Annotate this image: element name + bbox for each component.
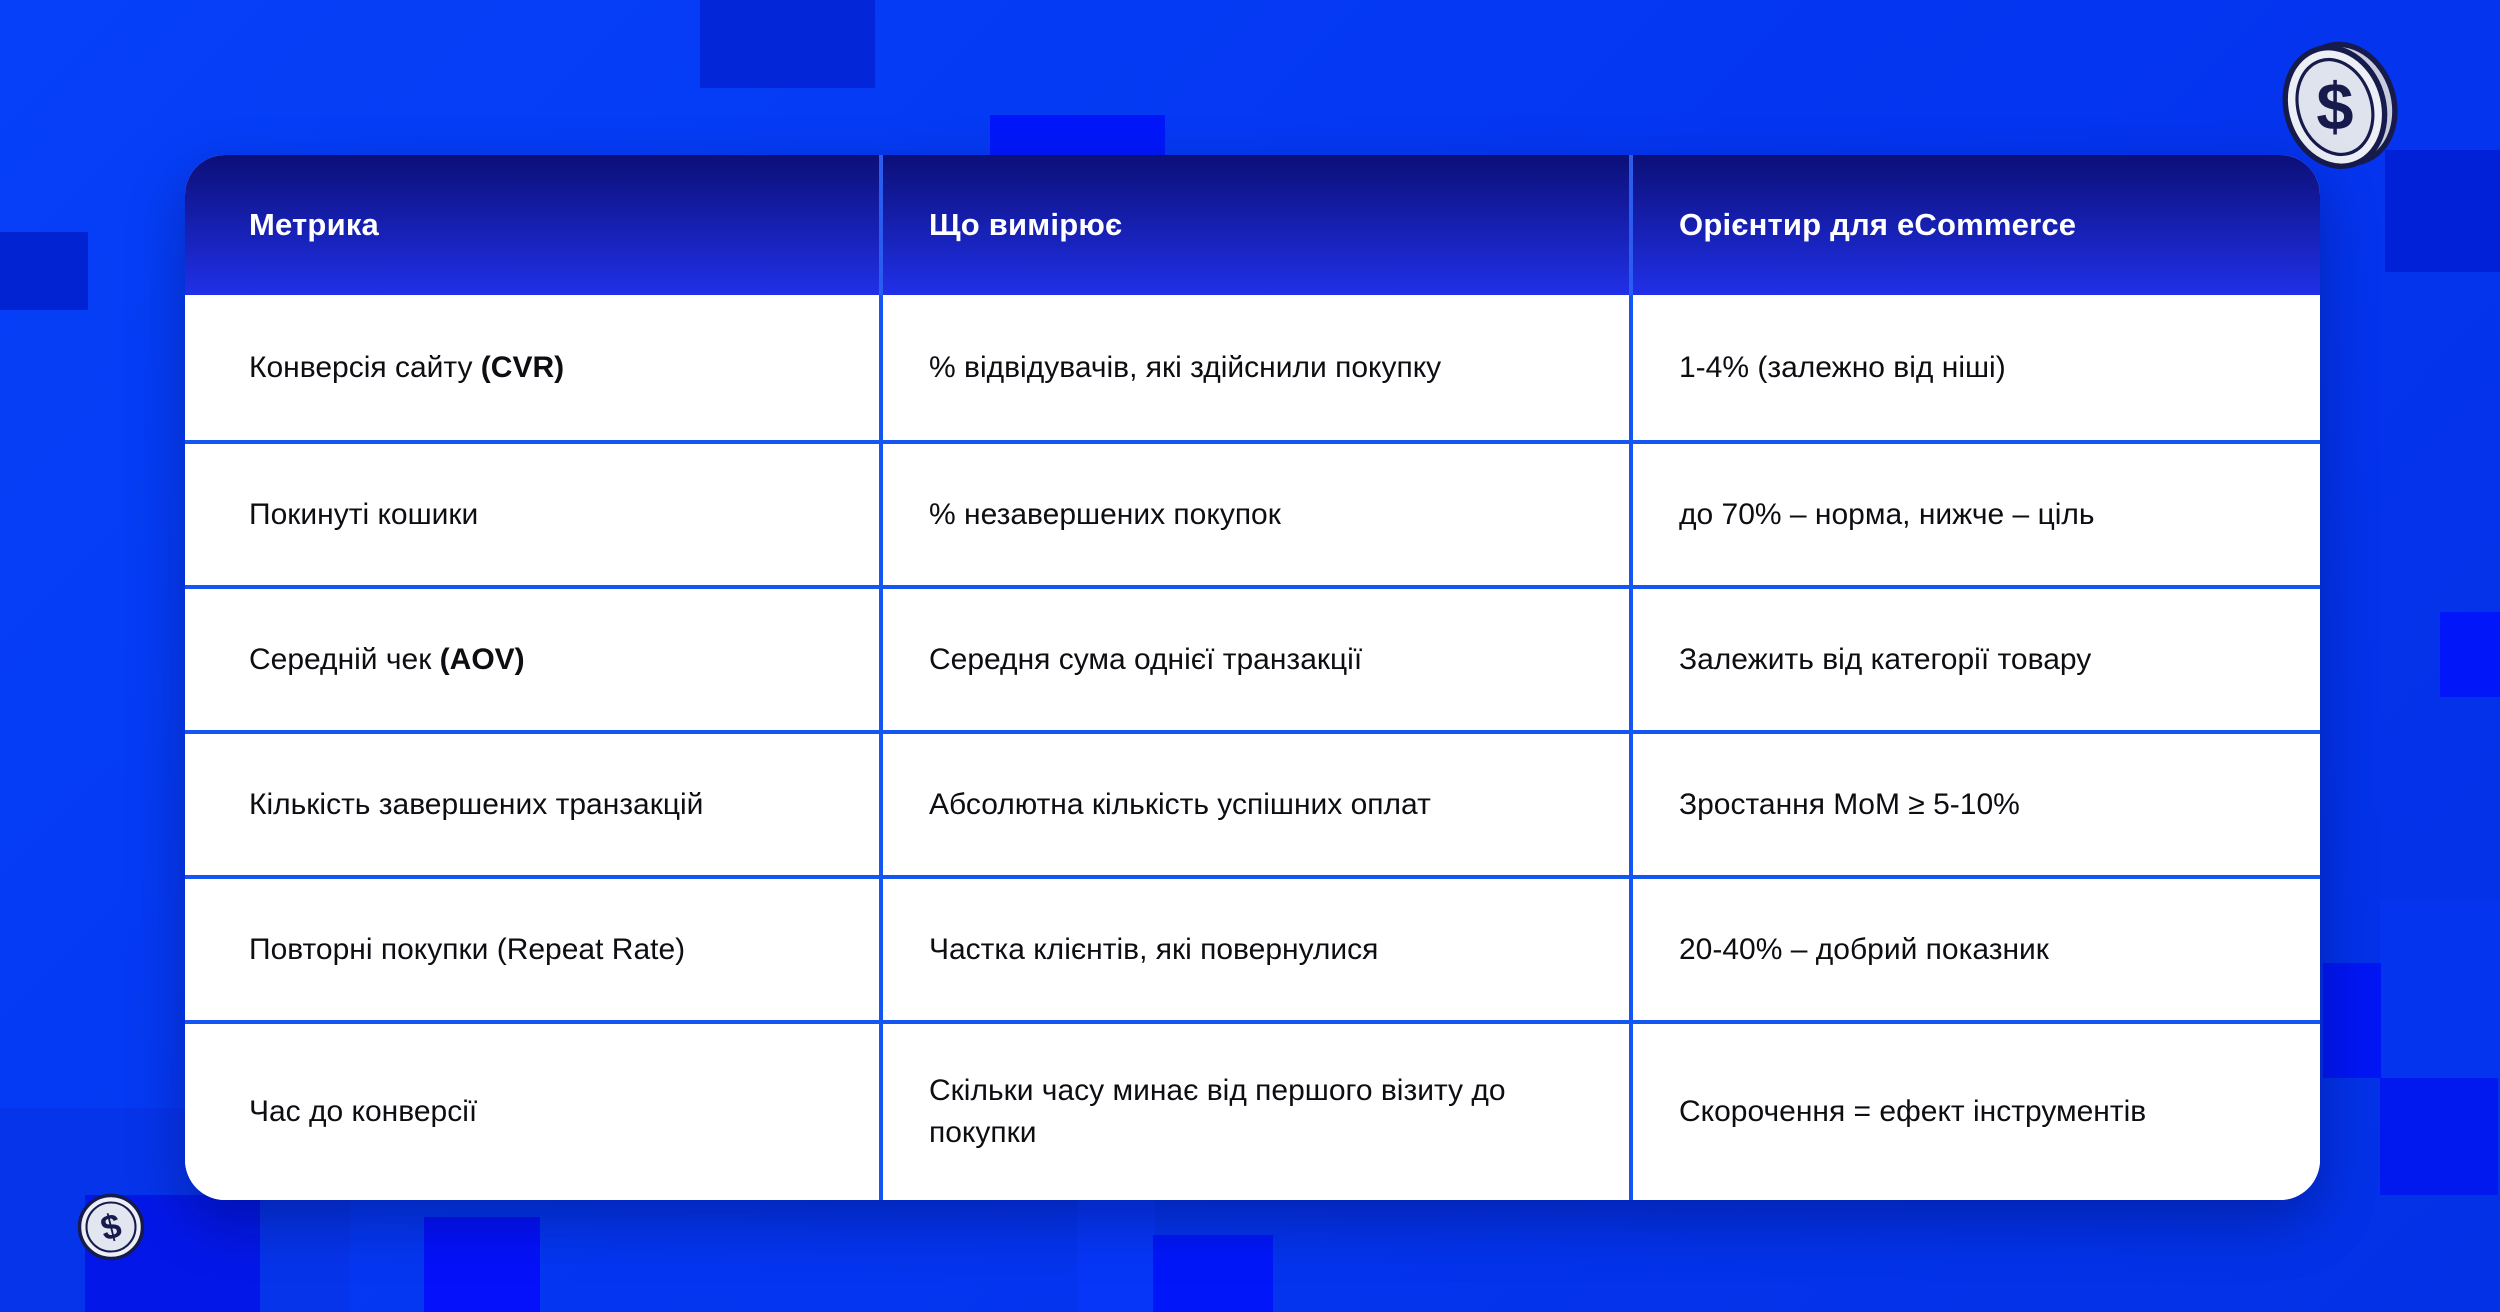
table-row: Покинуті кошики % незавершених покупок д… — [185, 440, 2320, 585]
benchmark-cell: Залежить від категорії товару — [1633, 589, 2320, 730]
bg-square — [2323, 963, 2381, 1078]
bg-square — [990, 115, 1165, 157]
measures-text: % відвідувачів, які здійснили покупку — [929, 350, 1442, 384]
measures-cell: Скільки часу минає від першого візиту до… — [883, 1024, 1633, 1200]
benchmark-text: до 70% – норма, нижче – ціль — [1679, 497, 2095, 531]
metric-cell: Час до конверсії — [185, 1024, 883, 1200]
metric-text: Час до конверсії — [249, 1091, 477, 1133]
metric-cell: Конверсія сайту (CVR) — [185, 295, 883, 440]
metric-text: Покинуті кошики — [249, 494, 478, 536]
bg-square — [700, 0, 875, 88]
metric-label: Покинуті кошики — [249, 497, 479, 531]
bg-square — [2385, 150, 2500, 272]
metric-text: Конверсія сайту (CVR) — [249, 347, 564, 389]
metric-cell: Кількість завершених транзакцій — [185, 734, 883, 875]
metric-cell: Повторні покупки (Repeat Rate) — [185, 879, 883, 1020]
benchmark-cell: Скорочення = ефект інструментів — [1633, 1024, 2320, 1200]
metric-text: Повторні покупки (Repeat Rate) — [249, 929, 685, 971]
metric-text: Кількість завершених транзакцій — [249, 784, 703, 826]
benchmark-text: Скорочення = ефект інструментів — [1679, 1095, 2147, 1128]
table-body: Конверсія сайту (CVR) % відвідувачів, як… — [185, 295, 2320, 1200]
table-row: Конверсія сайту (CVR) % відвідувачів, як… — [185, 295, 2320, 440]
measures-cell: % відвідувачів, які здійснили покупку — [883, 295, 1633, 440]
measures-cell: Середня сума однієї транзакції — [883, 589, 1633, 730]
svg-text:$: $ — [2316, 71, 2353, 145]
column-header-measures: Що вимірює — [883, 155, 1633, 295]
metric-label: Середній чек — [249, 642, 440, 676]
measures-text: Абсолютна кількість успішних оплат — [929, 787, 1431, 821]
bg-square — [2380, 1078, 2498, 1195]
benchmark-cell: 1-4% (залежно від ніші) — [1633, 295, 2320, 440]
metric-label: Час до конверсії — [249, 1095, 478, 1128]
dollar-coin-icon: $ — [2282, 41, 2398, 169]
benchmark-cell: 20-40% – добрий показник — [1633, 879, 2320, 1020]
measures-text: Середня сума однієї транзакції — [929, 642, 1363, 676]
metrics-table: Метрика Що вимірює Орієнтир для eCommerc… — [185, 155, 2320, 1200]
benchmark-text: Залежить від категорії товару — [1679, 642, 2092, 676]
table-row: Час до конверсії Скільки часу минає від … — [185, 1020, 2320, 1200]
metric-label: Кількість завершених транзакцій — [249, 787, 704, 821]
column-header-label: Метрика — [249, 207, 379, 242]
measures-text: Скільки часу минає від першого візиту до… — [929, 1074, 1506, 1149]
metric-label: Конверсія сайту — [249, 350, 481, 384]
table-header-row: Метрика Що вимірює Орієнтир для eCommerc… — [185, 155, 2320, 295]
metric-abbreviation: (AOV) — [439, 642, 525, 676]
metric-label: Повторні покупки (Repeat Rate) — [249, 932, 686, 966]
table-row: Повторні покупки (Repeat Rate) Частка кл… — [185, 875, 2320, 1020]
table-row: Середній чек (AOV) Середня сума однієї т… — [185, 585, 2320, 730]
table-row: Кількість завершених транзакцій Абсолютн… — [185, 730, 2320, 875]
bg-square — [2380, 900, 2500, 1078]
bg-square — [1077, 1200, 1155, 1312]
measures-cell: Частка клієнтів, які повернулися — [883, 879, 1633, 1020]
measures-cell: Абсолютна кількість успішних оплат — [883, 734, 1633, 875]
benchmark-text: 1-4% (залежно від ніші) — [1679, 350, 2006, 384]
column-header-label: Орієнтир для eCommerce — [1679, 207, 2077, 242]
measures-text: % незавершених покупок — [929, 497, 1281, 531]
bg-square — [1153, 1235, 1273, 1312]
bg-square — [0, 232, 88, 310]
benchmark-cell: до 70% – норма, нижче – ціль — [1633, 444, 2320, 585]
metric-cell: Покинуті кошики — [185, 444, 883, 585]
measures-text: Частка клієнтів, які повернулися — [929, 932, 1379, 966]
column-header-label: Що вимірює — [929, 207, 1123, 242]
benchmark-text: 20-40% – добрий показник — [1679, 932, 2049, 966]
column-header-metric: Метрика — [185, 155, 883, 295]
bg-square — [2440, 612, 2500, 697]
column-header-benchmark: Орієнтир для eCommerce — [1633, 155, 2320, 295]
benchmark-cell: Зростання MoM ≥ 5-10% — [1633, 734, 2320, 875]
bg-square — [424, 1217, 540, 1312]
benchmark-text: Зростання MoM ≥ 5-10% — [1679, 787, 2020, 821]
dollar-coin-icon: $ — [77, 1193, 145, 1261]
metric-cell: Середній чек (AOV) — [185, 589, 883, 730]
metric-abbreviation: (CVR) — [480, 350, 565, 384]
metric-text: Середній чек (AOV) — [249, 639, 525, 681]
measures-cell: % незавершених покупок — [883, 444, 1633, 585]
